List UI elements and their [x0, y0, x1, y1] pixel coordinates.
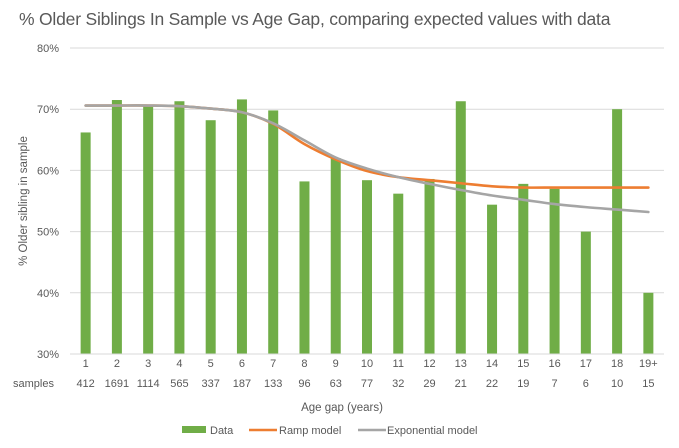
sample-count: 15 — [642, 378, 654, 390]
x-tick-labels: 1 2 3 4 5 6 7 8 9 10 11 12 13 14 15 16 17 18 19+ — [83, 358, 658, 370]
x-tick-label: 19+ — [639, 358, 658, 370]
sample-count: 337 — [202, 378, 220, 390]
y-axis-title: % Older sibling in sample — [18, 136, 30, 266]
data-bar — [299, 181, 310, 354]
sample-count: 133 — [264, 378, 282, 390]
sample-count: 10 — [611, 378, 623, 390]
data-bar — [330, 158, 341, 354]
data-bar — [268, 110, 279, 354]
data-bar — [487, 204, 498, 354]
data-bar — [393, 193, 404, 354]
model-lines — [84, 104, 650, 214]
y-tick-label: 60% — [37, 165, 59, 177]
data-bar — [236, 99, 247, 355]
y-tick-label: 50% — [37, 227, 59, 239]
samples-row-label: samples — [13, 378, 54, 390]
sample-count: 32 — [392, 378, 404, 390]
x-tick-label: 12 — [423, 358, 435, 370]
sample-count: 29 — [423, 378, 435, 390]
sample-count: 565 — [170, 378, 188, 390]
x-tick-label: 13 — [455, 358, 467, 370]
x-tick-label: 3 — [145, 358, 151, 370]
bars — [80, 99, 654, 355]
x-tick-label: 1 — [83, 358, 89, 370]
x-tick-label: 18 — [611, 358, 623, 370]
data-bar — [518, 183, 529, 354]
x-tick-label: 4 — [176, 358, 182, 370]
x-axis-title: Age gap (years) — [301, 402, 383, 414]
sample-count: 187 — [233, 378, 251, 390]
x-tick-label: 9 — [333, 358, 339, 370]
y-tick-label: 70% — [37, 104, 59, 116]
x-tick-label: 8 — [301, 358, 307, 370]
data-bar — [362, 180, 372, 354]
data-bar — [549, 188, 560, 354]
sample-count: 21 — [455, 378, 467, 390]
exponential-model-line — [84, 104, 650, 214]
y-tick-labels: 30% 40% 50% 60% 70% 80% — [37, 43, 59, 361]
legend: Data Ramp model Exponential model — [182, 425, 478, 437]
sample-count: 96 — [298, 378, 310, 390]
data-bar — [580, 231, 591, 354]
sample-count: 63 — [330, 378, 342, 390]
chart-title: % Older Siblings In Sample vs Age Gap, c… — [19, 9, 611, 29]
sample-count: 1114 — [137, 378, 160, 390]
x-tick-label: 2 — [114, 358, 120, 370]
data-bar — [424, 178, 435, 354]
x-tick-label: 15 — [517, 358, 529, 370]
data-bar — [612, 109, 623, 354]
y-tick-label: 30% — [37, 349, 59, 361]
sample-counts: 412 1691 1114 565 337 187 133 96 63 77 32 29 21 22 19 7… — [76, 378, 654, 390]
x-tick-label: 17 — [580, 358, 592, 370]
sample-count: 19 — [517, 378, 529, 390]
x-tick-label: 5 — [208, 358, 214, 370]
y-tick-label: 40% — [37, 288, 59, 300]
x-tick-label: 11 — [393, 358, 404, 370]
data-bar — [174, 101, 185, 354]
data-bar — [111, 100, 122, 355]
sample-count: 77 — [361, 378, 373, 390]
data-bar — [143, 106, 154, 354]
legend-label-data: Data — [210, 425, 234, 437]
legend-label-exponential-model: Exponential model — [387, 425, 478, 437]
ramp-model-line — [84, 104, 650, 189]
x-tick-label: 16 — [548, 358, 560, 370]
legend-label-ramp-model: Ramp model — [279, 425, 341, 437]
sample-count: 7 — [552, 378, 558, 390]
x-tick-label: 14 — [486, 358, 498, 370]
legend-swatch-data — [182, 426, 206, 433]
data-bar — [80, 132, 91, 354]
y-tick-label: 80% — [37, 43, 59, 55]
data-bar — [455, 101, 466, 354]
sample-count: 1691 — [105, 378, 129, 390]
sample-count: 412 — [76, 378, 94, 390]
x-tick-label: 6 — [239, 358, 245, 370]
sample-count: 22 — [486, 378, 498, 390]
x-tick-label: 10 — [361, 358, 373, 370]
sample-count: 6 — [583, 378, 589, 390]
data-bar — [643, 292, 654, 354]
x-tick-label: 7 — [270, 358, 276, 370]
data-bar — [205, 120, 216, 354]
